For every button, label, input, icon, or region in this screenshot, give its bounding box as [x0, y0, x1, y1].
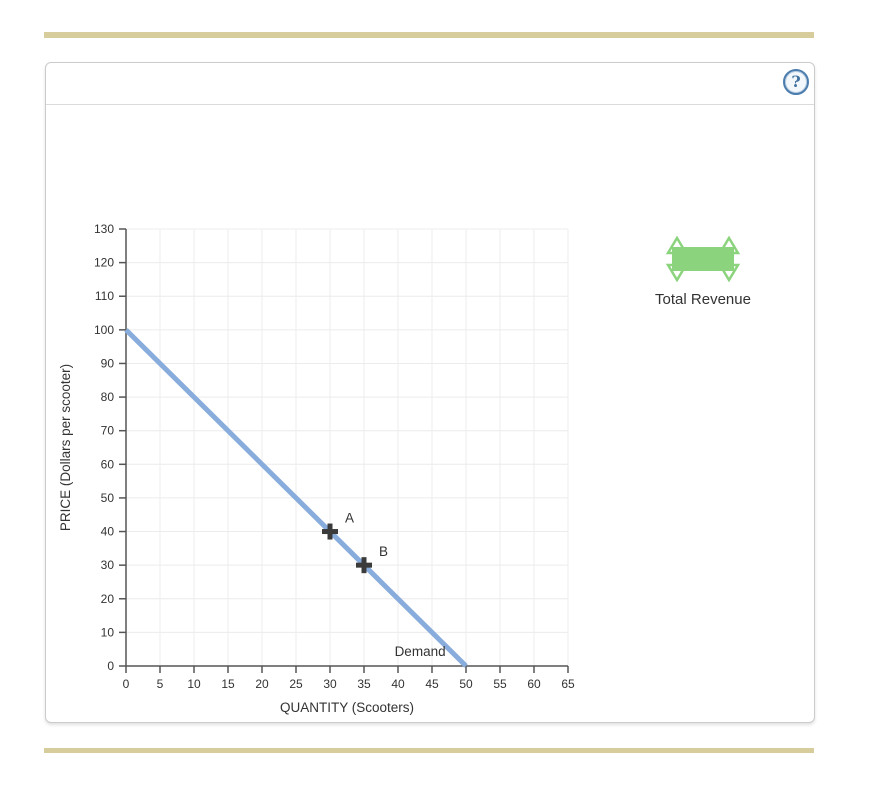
svg-text:65: 65 [561, 677, 575, 691]
svg-text:15: 15 [221, 677, 235, 691]
svg-text:120: 120 [94, 256, 114, 270]
revenue-area-rect [672, 247, 734, 271]
svg-text:55: 55 [493, 677, 507, 691]
svg-text:20: 20 [101, 592, 115, 606]
total-revenue-icon [665, 236, 741, 282]
point-A-marker[interactable]: A [322, 511, 354, 540]
svg-text:70: 70 [101, 424, 115, 438]
total-revenue-label: Total Revenue [655, 291, 751, 308]
svg-text:10: 10 [101, 625, 115, 639]
svg-text:50: 50 [101, 491, 115, 505]
bottom-accent-bar [44, 748, 814, 753]
svg-text:PRICE (Dollars per scooter): PRICE (Dollars per scooter) [58, 364, 73, 531]
panel-header: ? [46, 63, 814, 105]
svg-text:10: 10 [187, 677, 201, 691]
demand-chart[interactable]: 0 5 10 15 20 25 30 35 40 45 50 55 60 65 0 10 20 30 40 50 60 7… [56, 203, 616, 743]
svg-text:90: 90 [101, 356, 115, 370]
svg-text:40: 40 [101, 525, 115, 539]
question-mark-icon: ? [791, 72, 801, 91]
point-B-label: B [379, 544, 388, 559]
svg-text:35: 35 [357, 677, 371, 691]
svg-text:50: 50 [459, 677, 473, 691]
svg-text:30: 30 [323, 677, 337, 691]
series-demand [124, 328, 468, 668]
svg-text:5: 5 [157, 677, 164, 691]
total-revenue-tool[interactable]: Total Revenue [613, 236, 793, 308]
svg-text:80: 80 [101, 390, 115, 404]
svg-text:130: 130 [94, 222, 114, 236]
top-accent-bar [44, 32, 814, 38]
svg-text:45: 45 [425, 677, 439, 691]
svg-text:60: 60 [527, 677, 541, 691]
point-A-label: A [345, 511, 354, 526]
series-label-demand: Demand [395, 644, 446, 659]
svg-text:QUANTITY (Scooters): QUANTITY (Scooters) [280, 700, 414, 715]
svg-text:30: 30 [101, 558, 115, 572]
svg-text:60: 60 [101, 457, 115, 471]
svg-text:40: 40 [391, 677, 405, 691]
svg-text:110: 110 [95, 289, 114, 303]
svg-text:0: 0 [107, 659, 114, 673]
svg-text:0: 0 [123, 677, 130, 691]
point-B-marker[interactable]: B [356, 544, 388, 574]
question-panel: ? 0 5 10 15 20 25 30 35 40 45 50 55 60 65 0 10 20 30 40 50 6… [45, 62, 815, 723]
help-button[interactable]: ? [783, 69, 809, 95]
svg-text:100: 100 [94, 323, 114, 337]
panel-body: 0 5 10 15 20 25 30 35 40 45 50 55 60 65 0 10 20 30 40 50 60 7… [46, 105, 814, 722]
svg-text:25: 25 [289, 677, 303, 691]
svg-text:20: 20 [255, 677, 269, 691]
